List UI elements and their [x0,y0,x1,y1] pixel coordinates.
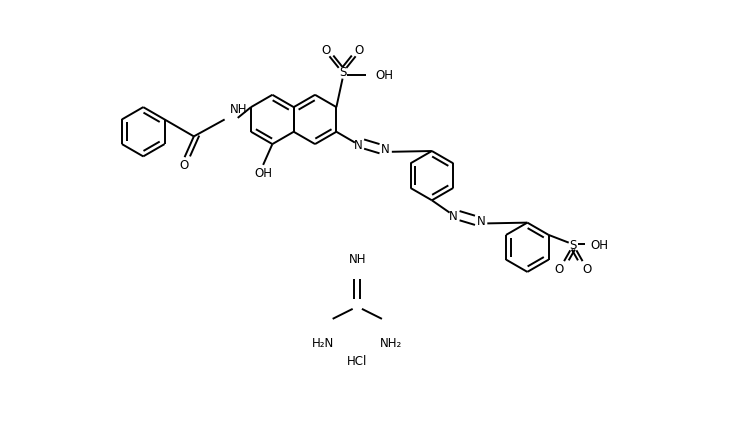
Text: OH: OH [590,238,608,251]
Text: OH: OH [254,167,272,180]
Text: O: O [321,44,330,57]
Text: NH: NH [348,252,366,265]
Text: H₂N: H₂N [312,336,335,349]
Text: OH: OH [375,69,393,82]
Text: HCl: HCl [347,354,368,367]
Text: O: O [583,263,592,276]
Text: N: N [449,210,458,223]
Text: NH: NH [230,102,247,116]
Text: O: O [555,263,564,276]
Text: N: N [354,138,363,151]
Text: N: N [381,143,390,156]
Text: S: S [570,238,577,251]
Text: S: S [339,66,346,79]
Text: O: O [179,159,189,172]
Text: O: O [355,44,364,57]
Text: N: N [477,214,485,227]
Text: NH₂: NH₂ [380,336,402,349]
